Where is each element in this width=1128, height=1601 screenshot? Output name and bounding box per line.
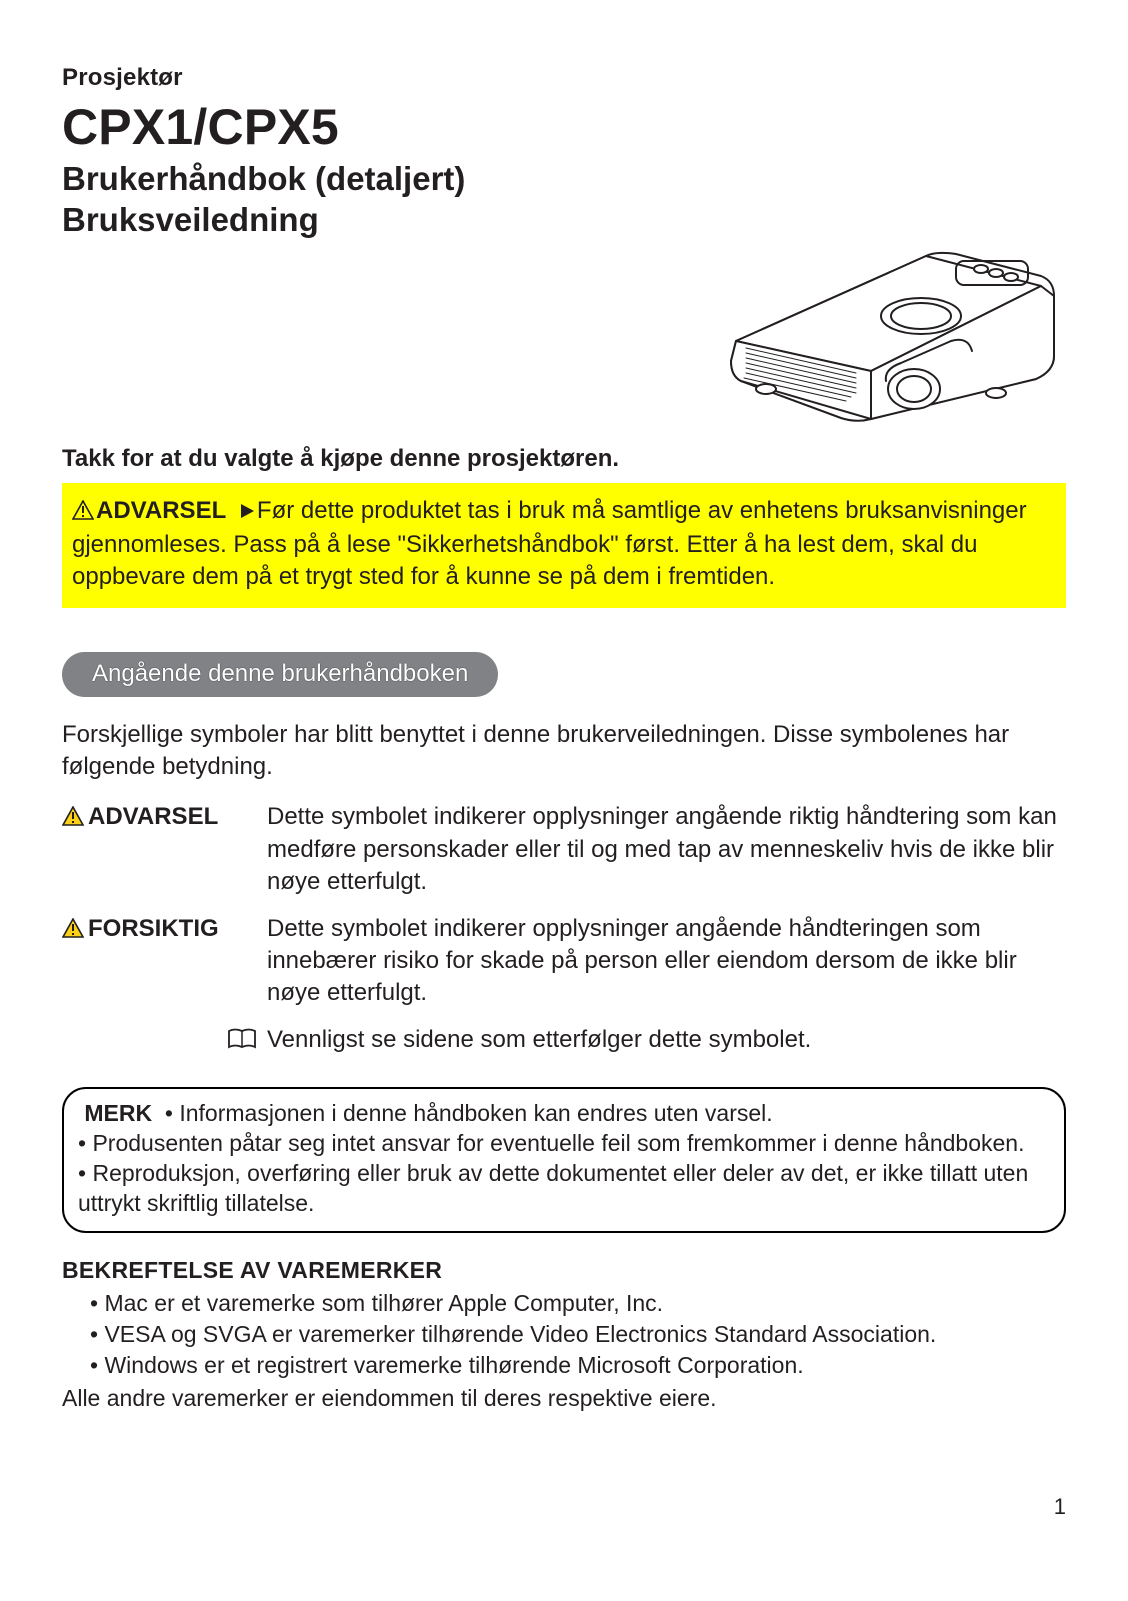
warning-label: ADVARSEL xyxy=(96,497,226,524)
symbol-row-forsiktig: FORSIKTIG Dette symbolet indikerer opply… xyxy=(62,913,1066,1010)
symbol-description: Dette symbolet indikerer opplysninger an… xyxy=(267,913,1066,1010)
book-description: Vennligst se sidene som etterfølger dett… xyxy=(267,1024,1066,1059)
hero-image-row xyxy=(62,221,1066,431)
page-number: 1 xyxy=(62,1494,1066,1520)
book-icon xyxy=(227,1027,257,1059)
warning-box: ADVARSEL Før dette produktet tas i bruk … xyxy=(62,483,1066,608)
subtitle-line2: Bruksveiledning xyxy=(62,201,319,238)
trademark-item: Mac er et varemerke som tilhører Apple C… xyxy=(104,1290,663,1316)
note-item: Produsenten påtar seg intet ansvar for e… xyxy=(92,1130,1024,1156)
symbol-row-advarsel: ADVARSEL Dette symbolet indikerer opplys… xyxy=(62,801,1066,898)
trademark-item: Windows er et registrert varemerke tilhø… xyxy=(104,1352,803,1378)
projector-illustration xyxy=(696,221,1066,431)
symbol-description: Dette symbolet indikerer opplysninger an… xyxy=(267,801,1066,898)
symbol-row-book: Vennligst se sidene som etterfølger dett… xyxy=(62,1024,1066,1059)
symbol-label-text: ADVARSEL xyxy=(88,803,218,830)
note-item: Reproduksjon, overføring eller bruk av d… xyxy=(78,1160,1028,1216)
note-label: MERK xyxy=(84,1100,152,1126)
section-intro: Forskjellige symboler har blitt benyttet… xyxy=(62,719,1066,784)
symbol-label: FORSIKTIG xyxy=(62,913,267,1010)
symbol-label-text: FORSIKTIG xyxy=(88,915,219,942)
warning-triangle-icon xyxy=(72,497,94,529)
section-heading-pill: Angående denne brukerhåndboken xyxy=(62,652,498,697)
symbol-label: ADVARSEL xyxy=(62,801,267,898)
book-icon-cell xyxy=(62,1024,267,1059)
warning-triangle-icon xyxy=(62,915,84,947)
trademarks-list: • Mac er et varemerke som tilhører Apple… xyxy=(62,1288,1066,1381)
trademarks-heading: BEKREFTELSE AV VAREMERKER xyxy=(62,1257,1066,1284)
note-item: Informasjonen i denne håndboken kan endr… xyxy=(179,1100,772,1126)
subtitle-line1: Brukerhåndbok (detaljert) xyxy=(62,160,465,197)
thanks-line: Takk for at du valgte å kjøpe denne pros… xyxy=(62,445,1066,473)
note-box: MERK • Informasjonen i denne håndboken k… xyxy=(62,1087,1066,1233)
play-triangle-icon xyxy=(239,496,255,528)
trademark-item: VESA og SVGA er varemerker tilhørende Vi… xyxy=(104,1321,936,1347)
trademarks-footer: Alle andre varemerker er eiendommen til … xyxy=(62,1383,1066,1414)
warning-triangle-icon xyxy=(62,803,84,835)
pretitle: Prosjektør xyxy=(62,64,1066,92)
model-title: CPX1/CPX5 xyxy=(62,98,1066,156)
